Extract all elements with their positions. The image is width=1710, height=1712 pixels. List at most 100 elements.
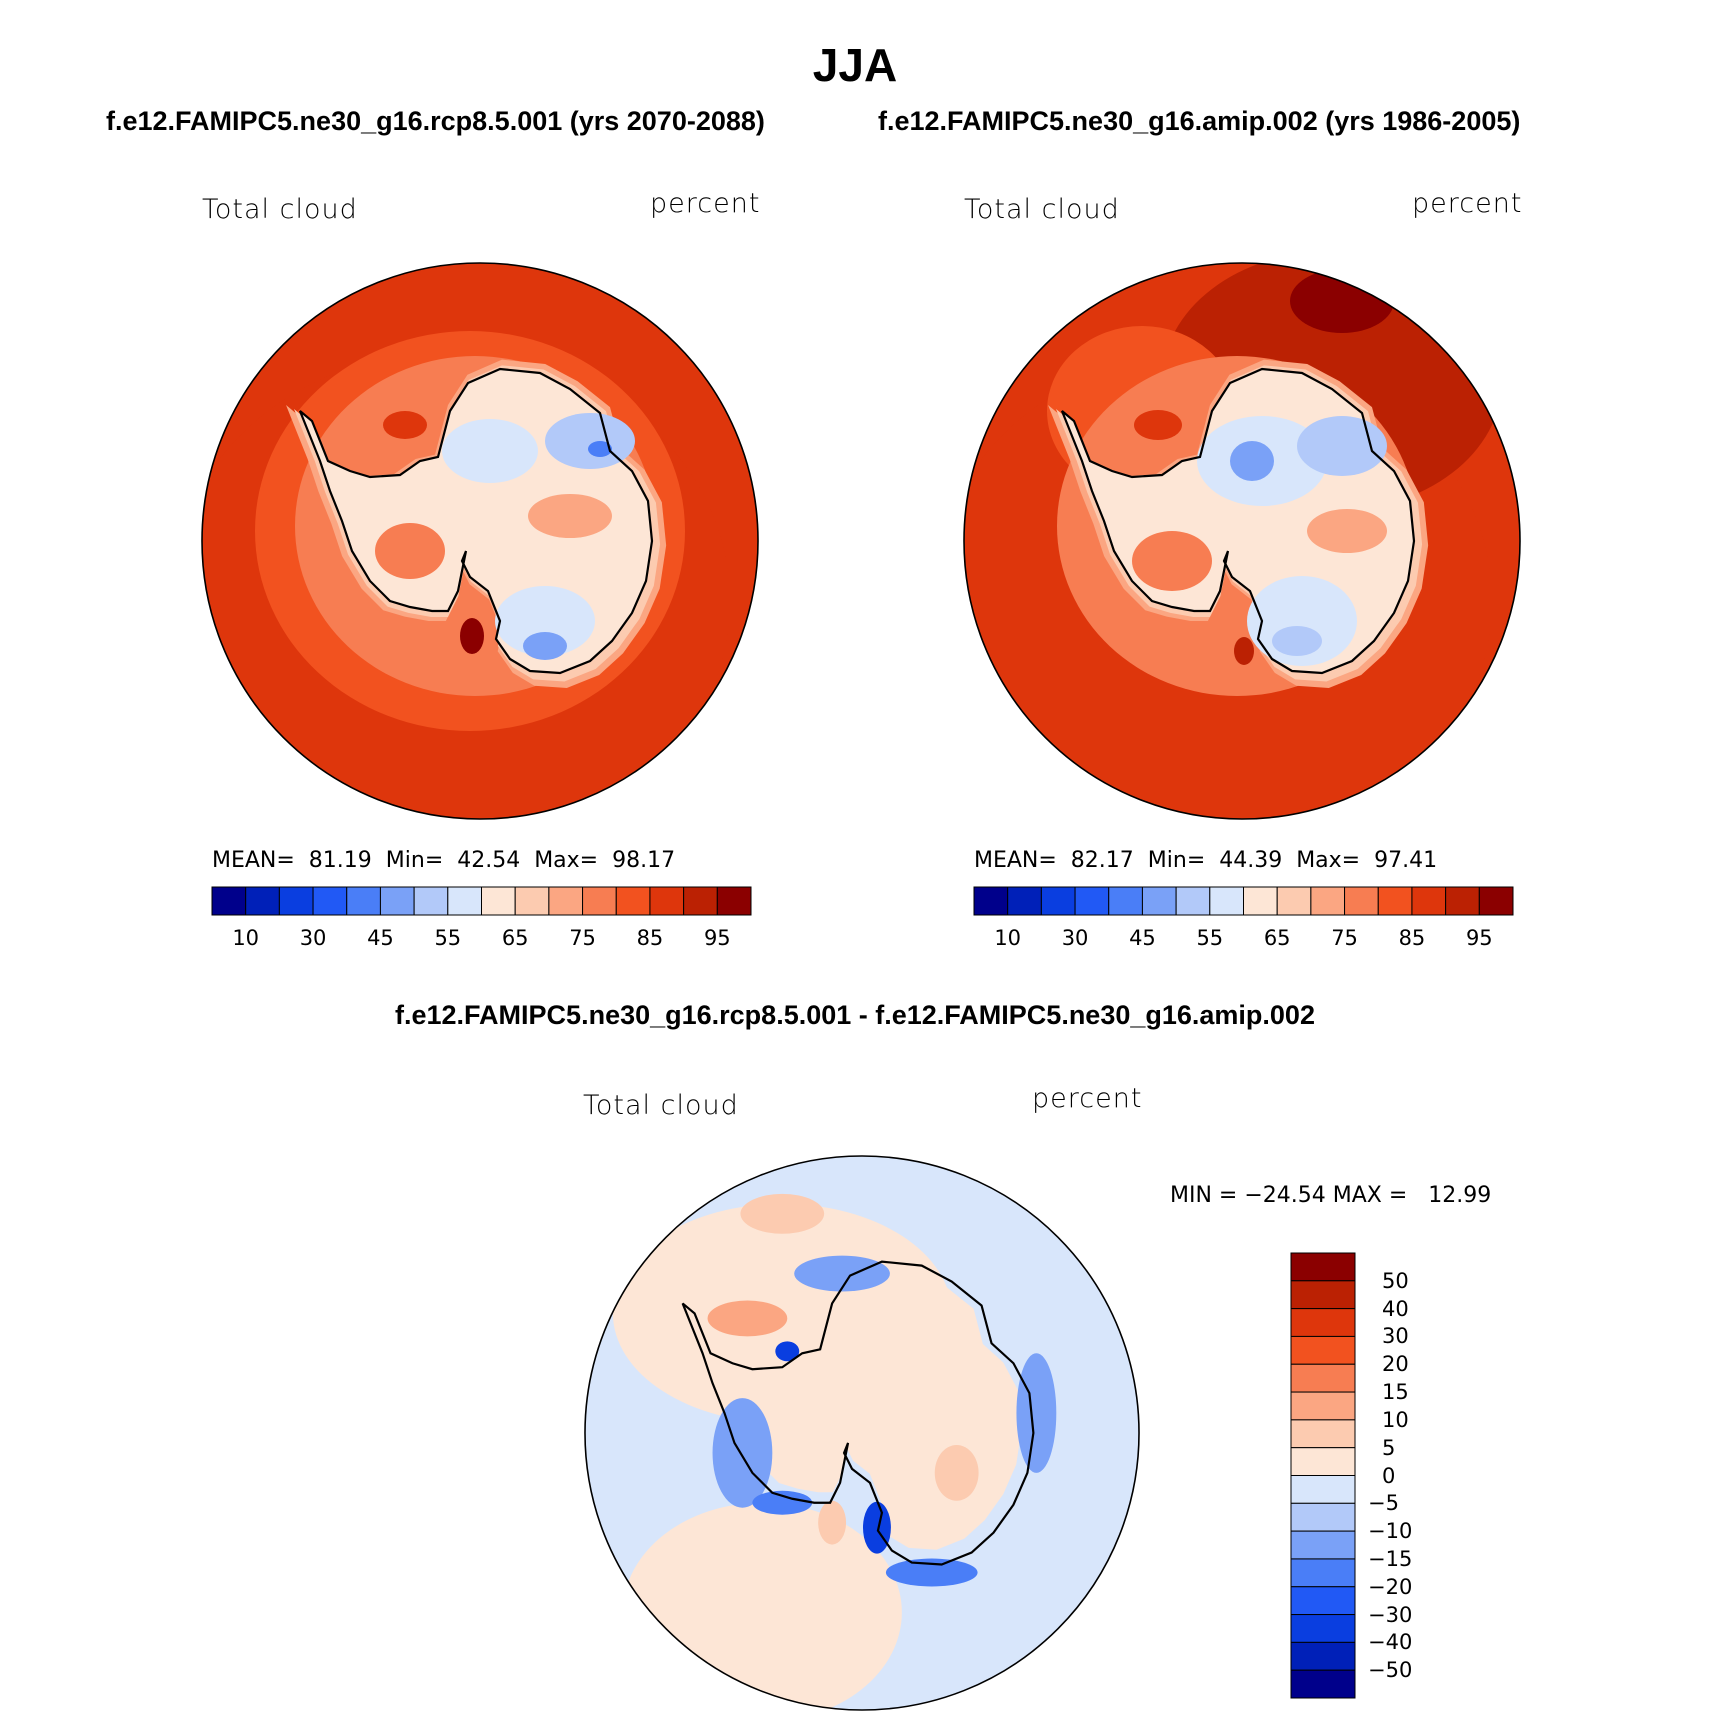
diff-units-label: percent [1032, 1083, 1143, 1114]
colorbar-tick-label: 20 [1382, 1352, 1409, 1377]
cloud-high-d [1234, 637, 1254, 665]
map-field [964, 263, 1520, 819]
diff-neg-b [862, 1501, 891, 1554]
colorbar-box [1290, 1419, 1356, 1449]
diff-variable-label: Total cloud [583, 1090, 739, 1121]
colorbar-box [1290, 1530, 1356, 1560]
colorbar-box [1276, 886, 1312, 916]
colorbar-tick-label: −50 [1368, 1658, 1413, 1683]
colorbar-box [1290, 1475, 1356, 1504]
panel1-variable-label: Total cloud [202, 194, 358, 225]
colorbar-tick-label: 30 [299, 926, 327, 950]
colorbar-tick-label: 75 [569, 926, 596, 950]
panel1-stats: MEAN= 81.19 Min= 42.54 Max= 98.17 [212, 848, 676, 873]
diff-title: f.e12.FAMIPC5.ne30_g16.rcp8.5.001 - f.e1… [395, 1000, 1315, 1030]
colorbar-box [211, 886, 247, 916]
panel2-stats: MEAN= 82.17 Min= 44.39 Max= 97.41 [974, 848, 1438, 873]
colorbar-box [447, 886, 482, 916]
diff-neg-c [885, 1558, 978, 1587]
colorbar-tick-label: 45 [1129, 926, 1156, 950]
diff-pos-b [707, 1300, 788, 1337]
panel1-case-title: f.e12.FAMIPC5.ne30_g16.rcp8.5.001 (yrs 2… [106, 106, 765, 136]
cloud-high-c [383, 411, 427, 439]
colorbar-tick-label: −30 [1368, 1602, 1413, 1627]
colorbar-box [548, 886, 584, 916]
panel2-colorbar-ticks: 10 30 45 55 65 75 85 95 [974, 926, 1513, 956]
colorbar-tick-label: 50 [1382, 1268, 1409, 1293]
colorbar-box [1290, 1641, 1356, 1671]
panel2-colorbar [973, 886, 1514, 916]
colorbar-box [1290, 1558, 1356, 1588]
colorbar-tick-label: 0 [1382, 1463, 1396, 1488]
colorbar-box [1209, 886, 1244, 916]
colorbar-box [1445, 886, 1480, 916]
colorbar-box [716, 886, 752, 916]
colorbar-box [1290, 1308, 1356, 1337]
diff-pos-d [818, 1500, 847, 1545]
colorbar-box [1377, 886, 1413, 916]
colorbar-tick-label: 10 [1382, 1407, 1409, 1432]
diff-stats: MIN = −24.54 MAX = 12.99 [1170, 1183, 1492, 1208]
antarctica-coastline [1060, 367, 1416, 675]
colorbar-tick-label: 65 [1263, 926, 1291, 950]
colorbar-box [683, 886, 718, 916]
panel1-colorbar-ticks: 10 30 45 55 65 75 85 95 [212, 926, 751, 956]
map-field [584, 1155, 1140, 1711]
colorbar-box [514, 886, 550, 916]
colorbar-tick-label: 10 [232, 926, 260, 950]
colorbar-tick-label: 15 [1382, 1380, 1409, 1405]
cloud-low-a [442, 419, 538, 483]
colorbar-box [1290, 1669, 1356, 1699]
colorbar-tick-label: −10 [1368, 1519, 1413, 1544]
colorbar-box [1007, 886, 1042, 916]
colorbar-box [1175, 886, 1211, 916]
colorbar-box [1074, 886, 1110, 916]
cloud-low-d [495, 586, 595, 656]
colorbar-box [1040, 886, 1076, 916]
cloud-low-e [523, 632, 567, 660]
colorbar-tick-label: 40 [1382, 1296, 1409, 1321]
colorbar-tick-label: 30 [1061, 926, 1089, 950]
cloud-high-a [1307, 509, 1387, 553]
colorbar-box [312, 886, 348, 916]
diff-pos-band-2 [622, 1502, 902, 1711]
panel2-case-title: f.e12.FAMIPC5.ne30_g16.amip.002 (yrs 198… [878, 106, 1521, 136]
colorbar-box [1290, 1335, 1356, 1365]
diff-neg-d [752, 1490, 813, 1515]
panel2-units-label: percent [1412, 188, 1523, 219]
cloud-high-b [1132, 531, 1212, 591]
cloud-low-b [1230, 441, 1274, 481]
diff-neg-ring-a [794, 1255, 890, 1292]
colorbar-box [1290, 1586, 1356, 1616]
colorbar-box [1290, 1363, 1356, 1393]
antarctica-coastline [298, 367, 654, 675]
colorbar-box [278, 886, 314, 916]
colorbar-box [1290, 1252, 1356, 1282]
colorbar-box [1290, 1280, 1356, 1310]
colorbar-box [1243, 886, 1278, 916]
colorbar-tick-label: −20 [1368, 1574, 1413, 1599]
colorbar-box [1290, 1447, 1356, 1476]
diff-pos-a [740, 1193, 825, 1234]
cloud-max [1290, 269, 1394, 333]
diff-pos-c [934, 1444, 979, 1501]
diff-neg-ring-b [1016, 1353, 1057, 1473]
colorbar-box [1310, 886, 1346, 916]
colorbar-tick-label: 55 [1196, 926, 1224, 950]
colorbar-tick-label: 95 [703, 926, 731, 950]
colorbar-tick-label: 95 [1465, 926, 1493, 950]
colorbar-box [346, 886, 381, 916]
colorbar-box [1290, 1391, 1356, 1421]
cloud-high-b [375, 523, 445, 579]
colorbar-tick-label: 30 [1382, 1324, 1409, 1349]
panel2-polar-map [963, 262, 1521, 820]
cloud-high-c [1134, 410, 1182, 440]
colorbar-tick-label: −40 [1368, 1630, 1413, 1655]
diff-colorbar-ticks: 50 40 30 20 15 10 5 0 −5 −10 −15 −20 −30 −40 −50 [1368, 1253, 1458, 1698]
colorbar-box [1344, 886, 1379, 916]
colorbar-box [379, 886, 415, 916]
colorbar-tick-label: 65 [501, 926, 529, 950]
colorbar-box [1290, 1614, 1356, 1643]
main-title: JJA [812, 39, 898, 91]
cloud-high-a [528, 494, 612, 538]
